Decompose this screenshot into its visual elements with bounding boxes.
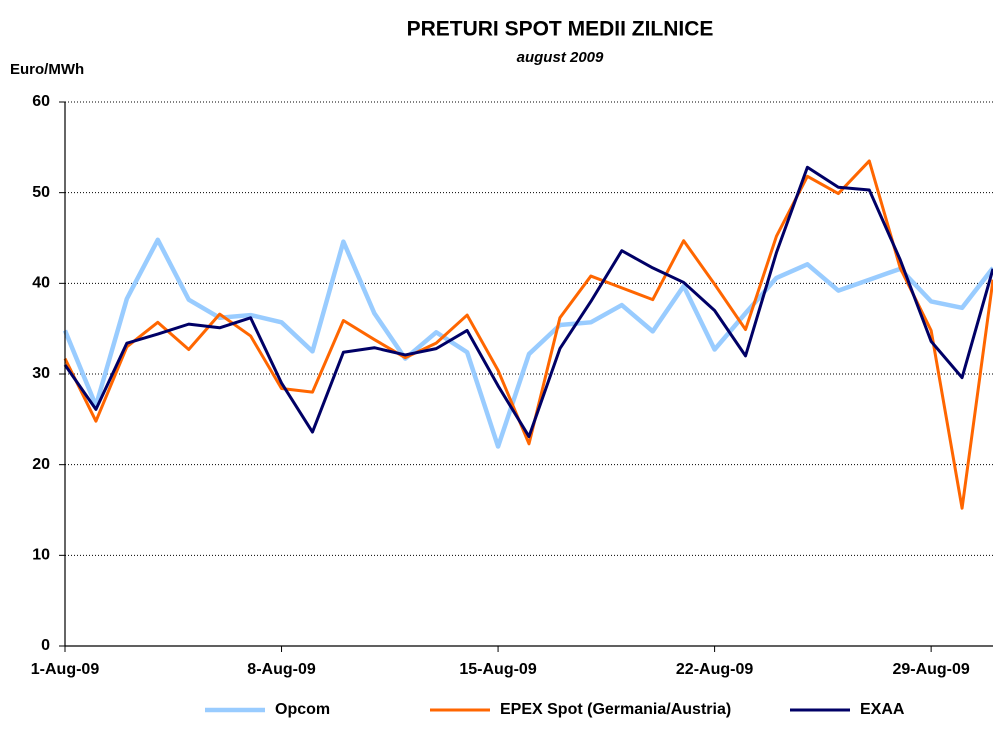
series-line <box>62 237 993 449</box>
y-tick-label: 60 <box>32 93 50 110</box>
y-tick-label: 20 <box>32 456 50 473</box>
plot <box>62 159 993 510</box>
y-tick-label: 40 <box>32 275 50 292</box>
chart-title: PRETURI SPOT MEDII ZILNICE <box>407 18 714 41</box>
legend: Opcom EPEX Spot (Germania/Austria) EXAA <box>205 701 905 718</box>
x-tick-label: 29-Aug-09 <box>892 661 969 678</box>
y-tick-label: 10 <box>32 547 50 564</box>
y-tick-label: 30 <box>32 365 50 382</box>
grid <box>65 101 993 556</box>
series-line <box>63 165 993 439</box>
x-tick-label: 1-Aug-09 <box>31 661 100 678</box>
chart-subtitle: august 2009 <box>517 49 604 66</box>
x-tick-label: 15-Aug-09 <box>459 661 536 678</box>
legend-label: EXAA <box>860 701 905 718</box>
legend-label: EPEX Spot (Germania/Austria) <box>500 701 731 718</box>
legend-label: Opcom <box>275 701 330 718</box>
y-axis-label: Euro/MWh <box>10 61 84 78</box>
y-tick-label: 0 <box>41 637 50 654</box>
x-tick-label: 8-Aug-09 <box>247 661 316 678</box>
series-line <box>63 159 993 510</box>
y-tick-label: 50 <box>32 184 50 201</box>
axes: 0 10 20 30 40 50 60 1-Aug-09 8-Aug-09 15-Aug-09 22… <box>31 93 993 678</box>
x-tick-label: 22-Aug-09 <box>676 661 753 678</box>
